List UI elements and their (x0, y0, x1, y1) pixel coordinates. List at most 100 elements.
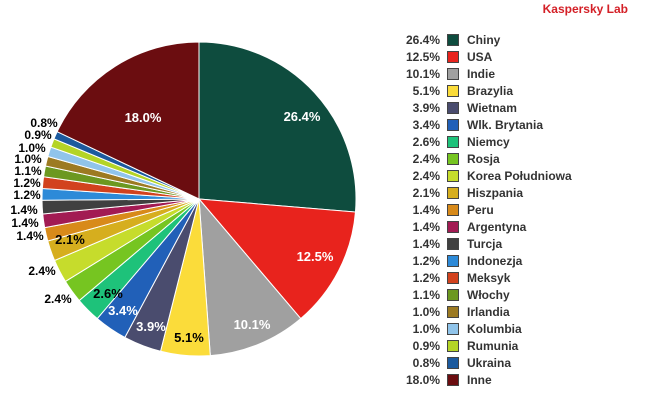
legend-item: 2.6% Niemcy (392, 133, 572, 150)
legend-value: 1.1% (412, 287, 440, 302)
legend-swatch (447, 203, 459, 216)
legend-item: 1.4% Peru (392, 201, 572, 218)
slice-value-label: 3.9% (136, 319, 166, 334)
legend-swatch (447, 152, 459, 165)
legend-label: Meksyk (467, 270, 511, 285)
legend-label: Wietnam (467, 100, 517, 115)
legend-value: 5.1% (412, 83, 440, 98)
legend-value: 1.4% (412, 202, 440, 217)
legend-item: 1.4% Argentyna (392, 218, 572, 235)
slice-outside-value-label: 1.1% (14, 164, 42, 178)
brand-logo-text: Kaspersky Lab (542, 2, 628, 16)
legend-value: 1.0% (412, 321, 440, 336)
legend-swatch (447, 220, 459, 233)
legend-item: 1.0% Irlandia (392, 303, 572, 320)
legend-label: USA (467, 49, 493, 64)
legend-value: 26.4% (405, 32, 440, 47)
legend-item: 3.9% Wietnam (392, 99, 572, 116)
legend-label: Irlandia (467, 304, 510, 319)
legend-value: 1.0% (412, 304, 440, 319)
legend-swatch (447, 356, 459, 369)
legend-item: 2.1% Hiszpania (392, 184, 572, 201)
slice-value-label: 2.6% (93, 286, 123, 301)
legend-item: 5.1% Brazylia (392, 82, 572, 99)
pie-slice-inne (56, 41, 200, 200)
legend-swatch (447, 254, 459, 267)
legend-swatch (447, 33, 459, 46)
legend-label: Chiny (467, 32, 501, 47)
legend-item: 2.4% Rosja (392, 150, 572, 167)
legend-label: Argentyna (467, 219, 527, 234)
legend-value: 0.9% (412, 338, 440, 353)
slice-outside-value-label: 0.9% (24, 128, 52, 142)
legend-label: Niemcy (467, 134, 510, 149)
legend-value: 0.8% (412, 355, 440, 370)
chart-legend: 26.4% Chiny 12.5% USA 10.1% Indie 5.1% Brazylia… (392, 31, 572, 388)
legend-item: 0.8% Ukraina (392, 354, 572, 371)
legend-item: 12.5% USA (392, 48, 572, 65)
legend-swatch (447, 67, 459, 80)
legend-label: Wlk. Brytania (467, 117, 544, 132)
slice-value-label: 12.5% (297, 249, 334, 264)
slice-outside-value-label: 1.0% (14, 152, 42, 166)
slice-value-label: 5.1% (174, 330, 204, 345)
legend-label: Hiszpania (467, 185, 524, 200)
legend-value: 1.4% (412, 236, 440, 251)
legend-label: Turcja (467, 236, 503, 251)
slice-outside-value-label: 2.4% (28, 264, 56, 278)
legend-swatch (447, 339, 459, 352)
legend-label: Indie (467, 66, 496, 81)
legend-value: 1.2% (412, 253, 440, 268)
slice-outside-value-label: 1.4% (16, 229, 44, 243)
slice-outside-value-label: 1.4% (11, 216, 39, 230)
legend-value: 2.6% (412, 134, 440, 149)
legend-swatch (447, 84, 459, 97)
pie-slice-usa (197, 198, 356, 320)
legend-swatch (447, 237, 459, 250)
legend-label: Ukraina (467, 355, 512, 370)
slice-outside-value-label: 2.4% (44, 292, 72, 306)
pie-slice-chiny (198, 41, 357, 213)
legend-swatch (447, 186, 459, 199)
legend-swatch (447, 50, 459, 63)
legend-swatch (447, 101, 459, 114)
legend-label: Kolumbia (467, 321, 522, 336)
slice-value-label: 10.1% (234, 317, 271, 332)
legend-item: 1.4% Turcja (392, 235, 572, 252)
legend-value: 10.1% (405, 66, 440, 81)
slice-value-label: 2.1% (55, 232, 85, 247)
legend-value: 1.2% (412, 270, 440, 285)
slice-value-label: 3.4% (108, 303, 138, 318)
slice-outside-value-label: 0.8% (30, 116, 58, 130)
slice-value-label: 18.0% (125, 110, 162, 125)
legend-label: Inne (467, 372, 492, 387)
legend-swatch (447, 118, 459, 131)
slice-outside-value-label: 1.2% (13, 188, 41, 202)
legend-value: 2.4% (412, 151, 440, 166)
slice-outside-value-label: 1.2% (13, 176, 41, 190)
legend-value: 3.4% (412, 117, 440, 132)
legend-value: 3.9% (412, 100, 440, 115)
legend-item: 3.4% Wlk. Brytania (392, 116, 572, 133)
slice-outside-value-label: 1.0% (18, 141, 46, 155)
legend-swatch (447, 288, 459, 301)
slice-value-label: 26.4% (284, 109, 321, 124)
legend-item: 1.0% Kolumbia (392, 320, 572, 337)
slice-outside-value-label: 1.4% (10, 203, 38, 217)
legend-value: 18.0% (405, 372, 440, 387)
legend-swatch (447, 305, 459, 318)
legend-label: Włochy (467, 287, 510, 302)
legend-swatch (447, 373, 459, 386)
legend-item: 1.2% Indonezja (392, 252, 572, 269)
legend-value: 1.4% (412, 219, 440, 234)
legend-item: 1.2% Meksyk (392, 269, 572, 286)
pie-slice-indie (198, 197, 302, 357)
legend-value: 12.5% (405, 49, 440, 64)
legend-item: 1.1% Włochy (392, 286, 572, 303)
legend-item: 18.0% Inne (392, 371, 572, 388)
legend-label: Rumunia (467, 338, 519, 353)
legend-label: Brazylia (467, 83, 514, 98)
pie-chart: 26.4% 12.5% 10.1% 5.1% 3.9%3.4% 2.6% 2.4% 2.4% 2… (10, 41, 357, 357)
legend-item: 0.9% Rumunia (392, 337, 572, 354)
legend-label: Indonezja (467, 253, 523, 268)
